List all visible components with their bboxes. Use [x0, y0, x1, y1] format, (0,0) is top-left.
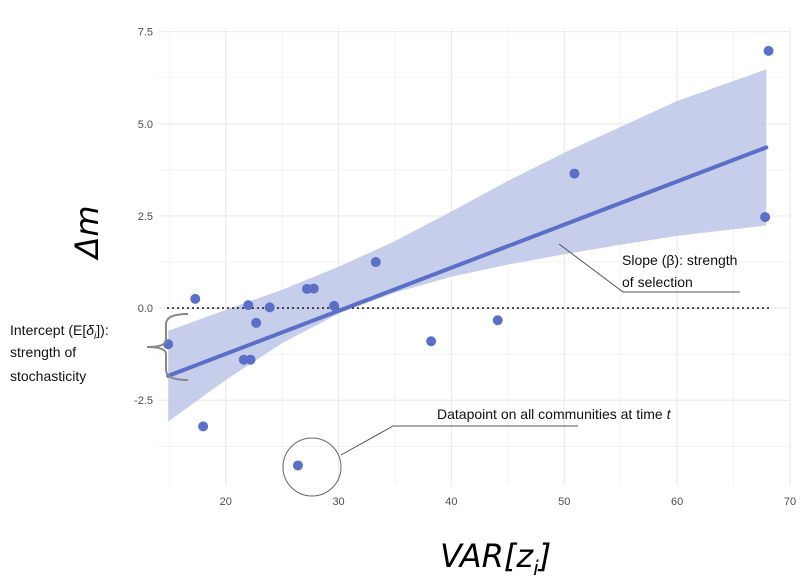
datapoint-annotation: Datapoint on all communities at time t — [437, 406, 672, 422]
data-point — [760, 212, 771, 223]
y-tick-label: 0.0 — [138, 303, 153, 315]
intercept-bracket — [146, 313, 189, 381]
slope-callout-line — [558, 243, 740, 293]
x-tick-labels: 20 30 40 50 60 70 — [220, 496, 797, 508]
y-tick-label: 5.0 — [138, 119, 153, 131]
data-point — [190, 293, 201, 304]
data-point — [763, 45, 774, 56]
confidence-band — [168, 69, 767, 422]
y-tick-label: 7.5 — [138, 27, 153, 39]
fit-line-layer — [166, 145, 769, 378]
y-tick-label: -2.5 — [134, 395, 153, 407]
data-point — [370, 257, 381, 268]
data-point — [329, 300, 340, 311]
data-point — [264, 302, 275, 313]
regression-line — [166, 145, 769, 378]
x-tick-label: 50 — [558, 496, 570, 508]
x-tick-label: 60 — [671, 496, 683, 508]
intercept-annotation-line2: strength of — [10, 344, 76, 360]
x-tick-label: 70 — [784, 496, 796, 508]
data-point — [292, 460, 303, 471]
slope-annotation-line2: of selection — [622, 274, 693, 290]
data-point — [492, 315, 503, 326]
data-point — [243, 300, 254, 311]
y-tick-labels: -2.5 0.0 2.5 5.0 7.5 — [134, 27, 153, 408]
data-point — [245, 354, 256, 365]
x-tick-label: 30 — [332, 496, 344, 508]
points-layer — [163, 45, 774, 471]
y-axis-label: Δm — [68, 205, 106, 261]
data-point — [251, 317, 262, 328]
data-point — [308, 283, 319, 294]
x-axis-label: VAR[zi] — [440, 537, 551, 580]
data-point — [569, 168, 580, 179]
x-axis-label-subscript: i — [533, 556, 539, 580]
data-point — [198, 421, 209, 432]
y-tick-label: 2.5 — [138, 211, 153, 223]
intercept-annotation-line3: stochasticity — [10, 368, 86, 384]
slope-annotation-line1: Slope (β): strength — [622, 252, 737, 268]
data-point — [426, 336, 437, 347]
confidence-band-layer — [168, 69, 767, 422]
datapoint-highlight-circle — [282, 437, 342, 497]
x-tick-label: 40 — [445, 496, 457, 508]
datapoint-callout-line — [340, 425, 578, 456]
x-tick-label: 20 — [220, 496, 232, 508]
intercept-annotation-line1: Intercept (E[δi]): — [10, 322, 109, 342]
